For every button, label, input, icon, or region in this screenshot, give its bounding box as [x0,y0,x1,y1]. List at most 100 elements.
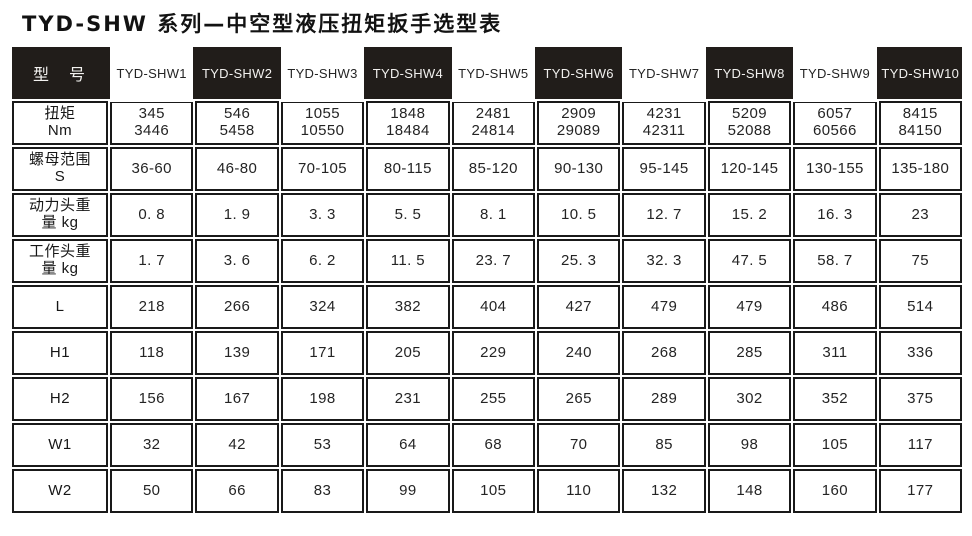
table-cell: 2481 24814 [451,101,535,145]
table-cell: 47. 5 [707,239,792,283]
table-cell: 231 [366,377,450,421]
table-cell: 70-105 [280,147,365,191]
table-cell: 12. 7 [622,193,706,237]
table-cell: 135-180 [878,147,962,191]
page-title: TYD-SHW 系列—中空型液压扭矩扳手选型表 [22,12,503,36]
table-cell: 336 [878,331,962,375]
table-row: 工作头重 量 kg 1. 7 3. 6 6. 2 11. 5 23. 7 25. 3 32. … [12,239,962,283]
column-header-tyd-shw1: TYD-SHW1 [110,44,194,102]
column-header-tyd-shw8: TYD-SHW8 [714,65,785,81]
table-row: W2 50 66 83 99 105 110 132 148 160 177 [12,469,962,513]
table-cell: 3. 3 [280,193,365,237]
table-cell: 479 [707,285,792,329]
table-cell: 546 5458 [195,101,279,145]
table-cell: 167 [195,377,279,421]
table-cell: 95-145 [622,147,706,191]
table-cell: 118 [110,331,194,375]
table-cell: 148 [707,469,792,513]
table-cell: 1848 18484 [366,101,450,145]
table-cell: 229 [451,331,535,375]
column-header-tyd-shw10: TYD-SHW10 [881,65,960,81]
table-cell: 83 [280,469,365,513]
column-header-tyd-shw4: TYD-SHW4 [372,65,444,81]
table-cell: 120-145 [707,147,792,191]
table-cell: 240 [537,331,621,375]
table-body: 扭矩 Nm 345 3446 546 5458 1055 10550 1848 1848… [12,101,962,513]
table-cell: 177 [878,469,962,513]
column-header-tyd-shw3: TYD-SHW3 [280,44,365,102]
table-cell: 46-80 [195,147,279,191]
table-cell: 75 [878,239,962,283]
table-cell: 8. 1 [451,193,535,237]
table-cell: 90-130 [537,147,621,191]
table-row: 螺母范围 S 36-60 46-80 70-105 80-115 85-120 90-130… [12,147,962,191]
table-cell: 289 [622,377,706,421]
page: TYD-SHW 系列—中空型液压扭矩扳手选型表 型 号 TYD-SHW1 TYD-… [12,12,962,513]
column-header-tyd-shw2: TYD-SHW2 [201,65,273,81]
table-cell: 32 [110,423,194,467]
table-cell: 427 [537,285,621,329]
table-cell: 198 [280,377,365,421]
table-cell: 486 [793,285,877,329]
row-label: 工作头重 量 kg [12,239,108,283]
table-cell: 171 [280,331,365,375]
table-row: W1 32 42 53 64 68 70 85 98 105 117 [12,423,962,467]
row-label: 螺母范围 S [12,147,108,191]
table-cell: 311 [793,331,877,375]
column-header-tyd-shw9: TYD-SHW9 [793,44,877,102]
table-cell: 1. 7 [110,239,194,283]
table-cell: 68 [451,423,535,467]
table-cell: 205 [366,331,450,375]
table-cell: 218 [110,285,194,329]
table-cell: 285 [707,331,792,375]
table-cell: 3. 6 [195,239,279,283]
table-header-row: 型 号 TYD-SHW1 TYD-SHW2 TYD-SHW3 TYD-SHW4 TYD-… [12,44,962,102]
table-cell: 375 [878,377,962,421]
table-row: 扭矩 Nm 345 3446 546 5458 1055 10550 1848 1848… [12,101,962,145]
table-cell: 32. 3 [622,239,706,283]
table-cell: 265 [537,377,621,421]
table-cell: 4231 42311 [622,101,706,145]
table-cell: 117 [878,423,962,467]
table-cell: 382 [366,285,450,329]
table-cell: 53 [280,423,365,467]
table-cell: 85 [622,423,706,467]
table-cell: 404 [451,285,535,329]
row-label: L [12,285,108,329]
table-cell: 5. 5 [366,193,450,237]
table-cell: 5209 52088 [707,101,792,145]
table-cell: 1. 9 [195,193,279,237]
table-cell: 66 [195,469,279,513]
row-label: W1 [12,423,108,467]
table-cell: 80-115 [366,147,450,191]
row-label: H2 [12,377,108,421]
column-header-tyd-shw7: TYD-SHW7 [622,44,706,102]
table-cell: 23 [878,193,962,237]
table-cell: 25. 3 [537,239,621,283]
table-cell: 50 [110,469,194,513]
table-cell: 23. 7 [451,239,535,283]
table-cell: 15. 2 [707,193,792,237]
table-cell: 10. 5 [537,193,621,237]
table-cell: 139 [195,331,279,375]
column-header-tyd-shw5: TYD-SHW5 [451,44,535,102]
table-cell: 0. 8 [110,193,194,237]
table-cell: 324 [280,285,365,329]
table-cell: 105 [451,469,535,513]
table-cell: 130-155 [793,147,877,191]
table-cell: 64 [366,423,450,467]
table-cell: 42 [195,423,279,467]
table-row: H2 156 167 198 231 255 265 289 302 352 375 [12,377,962,421]
table-cell: 8415 84150 [878,101,962,145]
table-row: L 218 266 324 382 404 427 479 479 486 514 [12,285,962,329]
table-cell: 160 [793,469,877,513]
table-cell: 345 3446 [110,101,194,145]
table-cell: 479 [622,285,706,329]
table-cell: 6. 2 [280,239,365,283]
table-cell: 1055 10550 [280,101,365,145]
table-cell: 268 [622,331,706,375]
table-cell: 98 [707,423,792,467]
row-label: W2 [12,469,108,513]
table-cell: 132 [622,469,706,513]
table-cell: 16. 3 [793,193,877,237]
